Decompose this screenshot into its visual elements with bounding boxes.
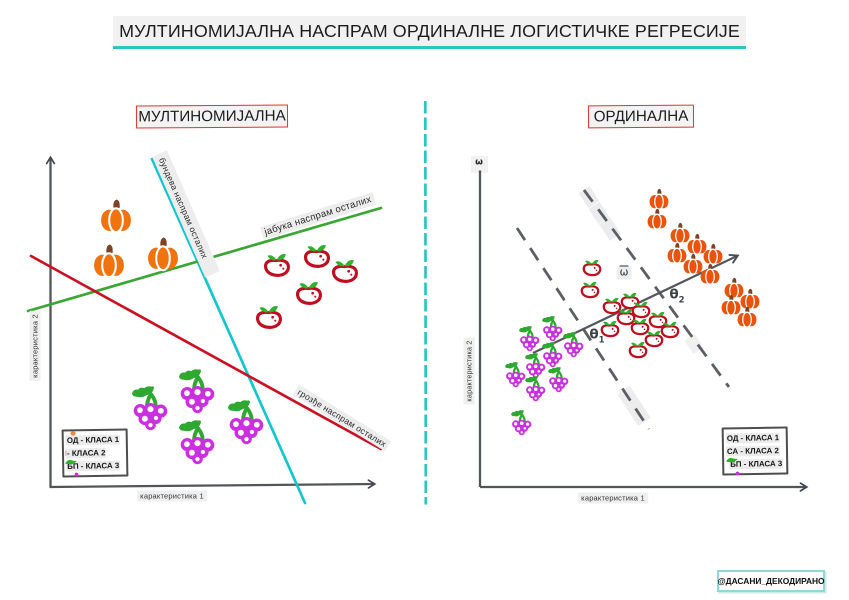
threshold-label-theta2: θ2 [669, 287, 684, 306]
watermark-badge: @ДАСАНИ_ДЕКОДИРАНО [717, 570, 825, 592]
strawberry-marker [295, 280, 322, 305]
strawberry-marker [602, 296, 622, 315]
pumpkin-marker [720, 294, 742, 316]
pumpkin-marker [93, 243, 125, 279]
left-x-axis [49, 479, 377, 489]
legend-row-class2: - КЛАСА 2 [65, 447, 107, 459]
grape-marker [226, 398, 266, 445]
strawberry-marker [644, 329, 664, 348]
right-panel-title: ОРДИНАЛНА [587, 104, 695, 129]
right-y-axis-tip-glyph: ω [473, 157, 485, 171]
left-panel-title: МУЛТИНОМИЈАЛНА [135, 104, 289, 129]
pumpkin-marker [686, 233, 708, 255]
left-legend-leaf-icon [65, 459, 77, 465]
pumpkin-marker [147, 236, 179, 272]
grape-marker [177, 367, 217, 414]
right-legend-grape-dot-icon [735, 471, 739, 475]
grape-marker [541, 341, 564, 368]
legend-row: - КЛАСА 2 [65, 446, 124, 459]
left-y-axis-label: карактеристика 2 [29, 311, 41, 381]
right-legend: ОД - КЛАСА 1 СА - КЛАСА 2 БП - КЛАСА 3 [721, 426, 789, 476]
legend-row: СА - КЛАСА 2 [725, 444, 784, 457]
threshold-line-2 [582, 189, 731, 388]
grape-marker [524, 352, 547, 379]
left-legend-grape-dot-icon [74, 472, 79, 476]
pumpkin-marker [669, 222, 691, 244]
pumpkin-marker [666, 242, 688, 264]
grape-marker [518, 325, 541, 352]
theta1-symbol: θ [589, 326, 599, 343]
grape-marker [524, 375, 547, 402]
strawberry-marker [582, 258, 602, 277]
left-legend-pumpkin-dot-icon [70, 431, 76, 436]
left-legend-strawberry-mark-icon [64, 450, 67, 456]
pumpkin-marker [739, 288, 761, 310]
strawberry-marker [263, 252, 290, 277]
grape-marker [504, 361, 527, 388]
legend-row: ОД - КЛАСА 1 [725, 431, 784, 444]
legend-row-class2: СА - КЛАСА 2 [725, 445, 780, 457]
strawberry-marker [580, 280, 600, 299]
threshold1-label-patch [617, 386, 651, 426]
grape-marker [547, 366, 570, 393]
weight-vector-label: ω [616, 266, 632, 280]
theta2-subscript: 2 [678, 295, 685, 306]
legend-row-class1: ОД - КЛАСА 1 [725, 432, 781, 444]
boundary-line-grape-vs-rest [29, 254, 383, 451]
pumpkin-marker [736, 306, 758, 328]
left-x-axis-label: карактеристика 1 [137, 490, 207, 502]
strawberry-marker [630, 317, 650, 336]
pumpkin-marker [723, 277, 745, 299]
strawberry-marker [631, 300, 651, 319]
pumpkin-marker [646, 208, 668, 230]
pumpkin-marker [648, 188, 670, 210]
threshold-label-theta1: θ1 [589, 327, 604, 346]
grape-marker [510, 409, 533, 436]
theta2-symbol: θ [669, 286, 679, 303]
strawberry-marker [628, 340, 648, 359]
strawberry-marker [303, 243, 330, 268]
right-legend-leaf-icon [726, 457, 738, 463]
grape-marker [541, 315, 564, 342]
strawberry-marker [648, 310, 668, 329]
grape-marker [562, 331, 585, 358]
pumpkin-marker [682, 253, 704, 275]
strawberry-marker [660, 320, 680, 339]
grape-marker [130, 384, 170, 431]
grape-marker [177, 418, 217, 465]
strawberry-marker [255, 304, 282, 329]
threshold2-small-patch [684, 334, 704, 354]
panel-divider-line [423, 100, 428, 505]
right-x-axis-label: карактеристика 1 [578, 492, 648, 504]
theta1-subscript: 1 [598, 335, 605, 346]
pumpkin-marker [100, 198, 132, 234]
right-y-axis-label: карактеристика 2 [463, 337, 475, 405]
page-title: МУЛТИНОМИЈАЛНА НАСПРАМ ОРДИНАЛНЕ ЛОГИСТИ… [113, 16, 746, 49]
strawberry-marker [331, 258, 358, 283]
